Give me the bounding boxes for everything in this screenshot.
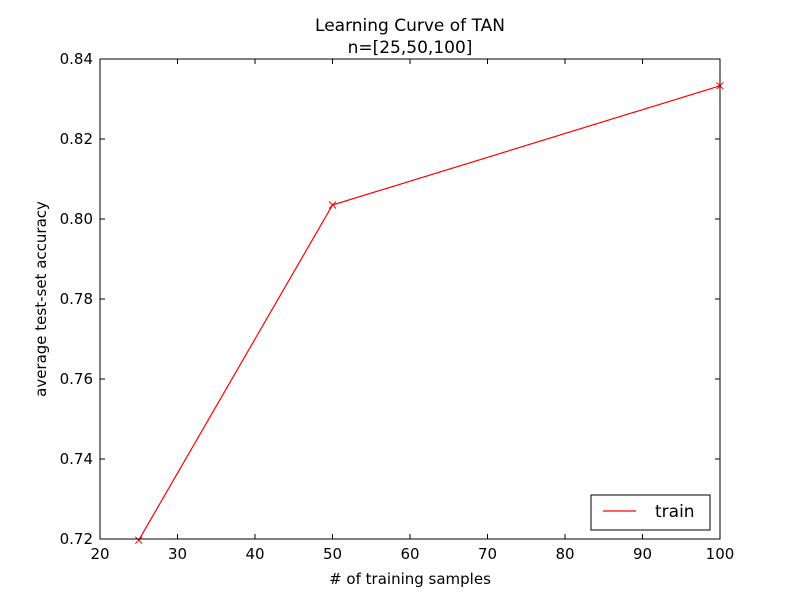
legend-entry-train: train — [655, 502, 695, 522]
y-axis-label: average test-set accuracy — [32, 201, 50, 397]
y-tick-label: 0.78 — [60, 290, 93, 308]
x-tick-label: 30 — [168, 545, 187, 563]
x-axis-label: # of training samples — [329, 570, 491, 588]
y-tick-label: 0.80 — [60, 210, 93, 228]
y-tick-label: 0.74 — [60, 450, 93, 468]
y-tick-label: 0.72 — [60, 530, 93, 548]
x-tick-label: 80 — [555, 545, 574, 563]
data-point-marker — [134, 536, 143, 545]
x-tick-label: 100 — [706, 545, 735, 563]
x-tick-label: 70 — [478, 545, 497, 563]
axis-ticks: 20 30 40 50 60 70 80 90 100 0.72 0.74 0.76 0.78 0.80 0… — [60, 50, 735, 563]
x-tick-label: 60 — [400, 545, 419, 563]
y-tick-label: 0.76 — [60, 370, 93, 388]
x-tick-label: 40 — [245, 545, 264, 563]
chart-title: Learning Curve of TAN — [315, 16, 505, 36]
y-tick-label: 0.84 — [60, 50, 93, 68]
chart-subtitle: n=[25,50,100] — [348, 38, 473, 58]
x-tick-label: 20 — [90, 545, 109, 563]
y-tick-label: 0.82 — [60, 130, 93, 148]
x-tick-label: 90 — [633, 545, 652, 563]
x-tick-label: 50 — [323, 545, 342, 563]
legend: train — [590, 494, 711, 531]
legend-box — [590, 494, 711, 531]
plot-frame — [99, 58, 721, 540]
data-point-marker — [328, 201, 337, 209]
